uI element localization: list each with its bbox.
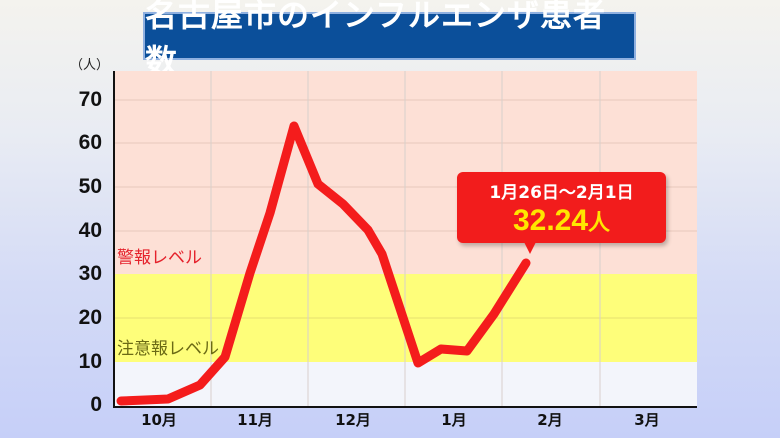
callout-value: 32.24	[512, 204, 589, 237]
y-tick-0: 0	[90, 393, 102, 416]
data-line	[116, 121, 531, 406]
x-tick-dec: 12月	[335, 411, 371, 429]
x-tick-jan: 1月	[441, 411, 467, 429]
callout-period: 1月26日～2月1日	[489, 183, 634, 203]
advisory-level-label: 注意報レベル	[117, 339, 219, 359]
y-tick-20: 20	[78, 306, 102, 329]
y-tick-30: 30	[78, 262, 102, 285]
y-tick-10: 10	[78, 350, 102, 373]
callout-value-row: 32.24人	[457, 204, 666, 238]
callout-unit: 人	[588, 211, 611, 236]
chart-title-banner: 名古屋市のインフルエンザ患者数	[143, 0, 636, 80]
y-tick-40: 40	[78, 219, 102, 242]
warning-level-label: 警報レベル	[117, 248, 202, 268]
x-tick-oct: 10月	[141, 411, 177, 429]
x-tick-mar: 3月	[634, 411, 660, 429]
vertical-gridlines	[210, 71, 601, 406]
y-tick-50: 50	[78, 175, 102, 198]
y-axis-unit: （人）	[70, 58, 110, 73]
latest-value-callout: 1月26日～2月1日 32.24人	[457, 172, 666, 254]
x-tick-feb: 2月	[537, 411, 563, 429]
y-tick-70: 70	[78, 88, 102, 111]
x-tick-nov: 11月	[237, 411, 273, 429]
y-tick-60: 60	[78, 131, 102, 154]
